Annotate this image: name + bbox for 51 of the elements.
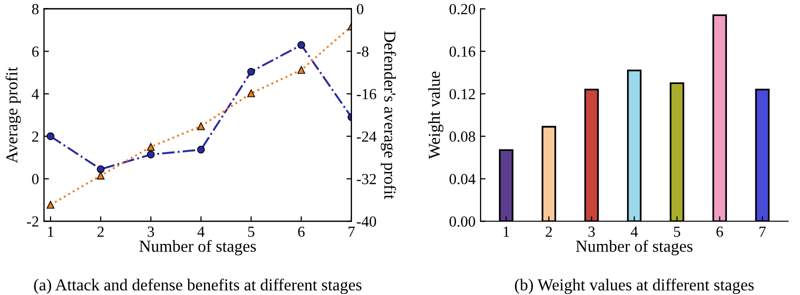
x-tick-label: 2: [546, 226, 552, 237]
y-tick-label: 2: [32, 131, 38, 142]
y-tick-label: 4: [32, 89, 39, 100]
x-tick-label: 7: [348, 226, 355, 237]
point: [297, 41, 306, 49]
x-tick-label: 6: [716, 226, 724, 237]
x-axis-title: Number of stages: [576, 240, 692, 256]
y2-tick-label: 0: [356, 4, 364, 14]
point: [197, 146, 205, 154]
x-tick-label: 4: [197, 226, 205, 237]
y-axis-title: Average profit: [6, 66, 21, 164]
y-tick-label: 0.20: [450, 4, 476, 14]
x-tick-label: 1: [48, 226, 54, 237]
y2-axis-title: Defender's average profit: [380, 31, 396, 200]
y-tick-label: 0.08: [450, 131, 476, 142]
x-tick-label: 3: [148, 226, 154, 237]
y-tick-label: -2: [26, 216, 38, 227]
point: [297, 66, 306, 74]
point: [96, 165, 105, 174]
text: (a) Attack and defense benefits at different stages: [34, 278, 362, 294]
y-tick-label: 0.16: [450, 46, 476, 57]
x-tick-label: 4: [630, 226, 638, 237]
x-tick-label: 3: [588, 226, 595, 237]
point: [247, 68, 256, 76]
x-tick-label: 6: [298, 226, 305, 237]
y2-tick-label: -8: [356, 46, 368, 57]
y-tick-label: 0.00: [450, 216, 476, 227]
x-tick-label: 5: [248, 226, 254, 237]
y2-tick-label: -16: [356, 88, 376, 100]
y2-tick-label: -40: [356, 216, 376, 227]
x-axis-title: Number of stages: [139, 240, 256, 256]
y2-tick-label: -32: [356, 174, 376, 184]
x-tick-label: 2: [98, 226, 104, 237]
y-axis-title: Weight value: [428, 72, 444, 160]
x-tick-label: 1: [504, 226, 510, 237]
point: [46, 200, 54, 209]
point: [146, 150, 155, 158]
y-tick-label: 0.04: [450, 174, 476, 184]
y-tick-label: 6: [32, 46, 39, 57]
point: [46, 132, 54, 140]
y2-tick-label: -24: [356, 131, 376, 142]
y-tick-label: 0: [32, 174, 39, 184]
point: [96, 172, 105, 180]
point: [146, 143, 155, 151]
y-tick-label: 8: [32, 4, 39, 14]
y-tick-label: 0.12: [450, 88, 475, 100]
x-tick-label: 5: [674, 226, 680, 237]
text: (b) Weight values at different stages: [514, 278, 754, 294]
x-tick-label: 7: [760, 226, 766, 237]
point: [197, 122, 205, 130]
point: [247, 89, 256, 98]
